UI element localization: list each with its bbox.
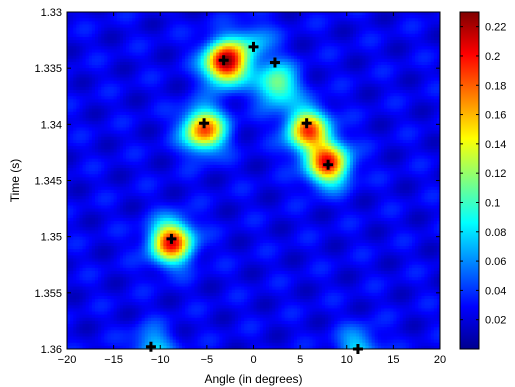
heatmap-cells [67,12,441,350]
